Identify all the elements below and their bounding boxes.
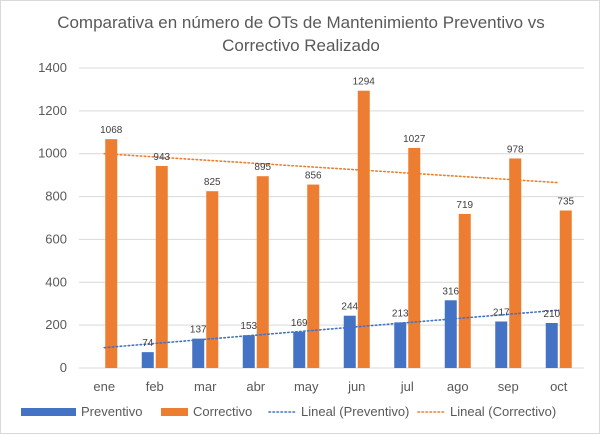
legend-label-correctivo: Correctivo bbox=[193, 404, 252, 419]
trendline-lineal-correctivo bbox=[103, 152, 560, 184]
bar-preventivo-abr bbox=[242, 335, 255, 368]
x-tick-label: oct bbox=[550, 379, 568, 394]
gridlines bbox=[79, 67, 584, 369]
legend-label-lineal-correctivo: Lineal (Correctivo) bbox=[450, 404, 556, 419]
bar-correctivo-jun bbox=[357, 90, 370, 368]
legend-label-lineal-preventivo: Lineal (Preventivo) bbox=[301, 404, 409, 419]
data-label-preventivo: 244 bbox=[341, 302, 358, 313]
x-tick-label: jul bbox=[400, 379, 414, 394]
y-tick-label: 800 bbox=[45, 189, 67, 204]
data-label-correctivo: 856 bbox=[305, 171, 322, 182]
data-labels: 74 137 153 169 244 213 316 217 210 1068 943 825 895 8… bbox=[100, 77, 574, 349]
legend-swatch-preventivo bbox=[21, 408, 76, 416]
data-label-preventivo: 210 bbox=[543, 309, 560, 320]
data-label-correctivo: 719 bbox=[456, 200, 473, 211]
bar-preventivo-mar bbox=[192, 338, 205, 368]
data-label-preventivo: 74 bbox=[142, 338, 154, 349]
bar-correctivo-oct bbox=[559, 210, 572, 368]
x-tick-label: may bbox=[294, 379, 319, 394]
data-label-preventivo: 137 bbox=[190, 325, 207, 336]
data-label-correctivo: 943 bbox=[153, 152, 170, 163]
bar-correctivo-sep bbox=[509, 158, 522, 368]
x-tick-label: feb bbox=[146, 379, 164, 394]
bar-preventivo-oct bbox=[545, 323, 558, 368]
chart-title-line2: Correctivo Realizado bbox=[222, 36, 380, 55]
x-tick-label: ago bbox=[447, 379, 469, 394]
bar-correctivo-feb bbox=[155, 165, 168, 368]
legend: Preventivo Correctivo Lineal (Preventivo) L… bbox=[21, 404, 556, 419]
chart-title-line1: Comparativa en número de OTs de Mantenim… bbox=[57, 13, 545, 32]
data-label-preventivo: 316 bbox=[442, 286, 459, 297]
bar-correctivo-ago bbox=[458, 213, 471, 368]
bar-preventivo-jul bbox=[394, 322, 407, 368]
y-axis-ticks: 0 200 400 600 800 1000 1200 1400 bbox=[38, 60, 67, 375]
legend-swatch-correctivo bbox=[161, 408, 188, 416]
bar-preventivo-feb bbox=[141, 352, 154, 368]
y-tick-label: 600 bbox=[45, 231, 67, 246]
bar-preventivo-jun bbox=[343, 315, 356, 368]
data-label-correctivo: 978 bbox=[507, 144, 524, 155]
data-label-preventivo: 217 bbox=[493, 308, 510, 319]
data-label-correctivo: 735 bbox=[557, 197, 574, 208]
data-label-preventivo: 169 bbox=[291, 318, 308, 329]
bar-preventivo-ago bbox=[444, 300, 457, 368]
data-label-correctivo: 825 bbox=[204, 177, 221, 188]
bar-preventivo-sep bbox=[495, 321, 508, 368]
x-tick-label: abr bbox=[246, 379, 265, 394]
y-tick-label: 0 bbox=[60, 360, 67, 375]
x-tick-label: sep bbox=[498, 379, 519, 394]
y-tick-label: 1200 bbox=[38, 103, 67, 118]
data-label-correctivo: 895 bbox=[254, 162, 271, 173]
data-label-correctivo: 1027 bbox=[403, 134, 426, 145]
x-tick-label: jun bbox=[347, 379, 365, 394]
y-tick-label: 1000 bbox=[38, 146, 67, 161]
bar-correctivo-jul bbox=[408, 147, 421, 368]
x-tick-label: ene bbox=[93, 379, 115, 394]
y-tick-label: 200 bbox=[45, 317, 67, 332]
bar-correctivo-ene bbox=[105, 139, 118, 368]
x-axis-ticks: ene feb mar abr may jun jul ago sep oct bbox=[93, 379, 567, 394]
bar-correctivo-abr bbox=[256, 176, 269, 368]
data-label-correctivo: 1294 bbox=[353, 77, 376, 88]
trendline-lineal-preventivo bbox=[103, 309, 560, 349]
bar-preventivo-may bbox=[293, 331, 306, 368]
bars bbox=[105, 90, 572, 368]
y-tick-label: 400 bbox=[45, 274, 67, 289]
data-label-preventivo: 153 bbox=[240, 321, 257, 332]
x-tick-label: mar bbox=[194, 379, 217, 394]
bar-correctivo-may bbox=[307, 184, 320, 368]
legend-label-preventivo: Preventivo bbox=[81, 404, 142, 419]
trendlines bbox=[103, 152, 560, 349]
y-tick-label: 1400 bbox=[38, 60, 67, 75]
data-label-preventivo: 213 bbox=[392, 308, 409, 319]
data-label-correctivo: 1068 bbox=[100, 125, 123, 136]
bar-correctivo-mar bbox=[206, 191, 219, 368]
